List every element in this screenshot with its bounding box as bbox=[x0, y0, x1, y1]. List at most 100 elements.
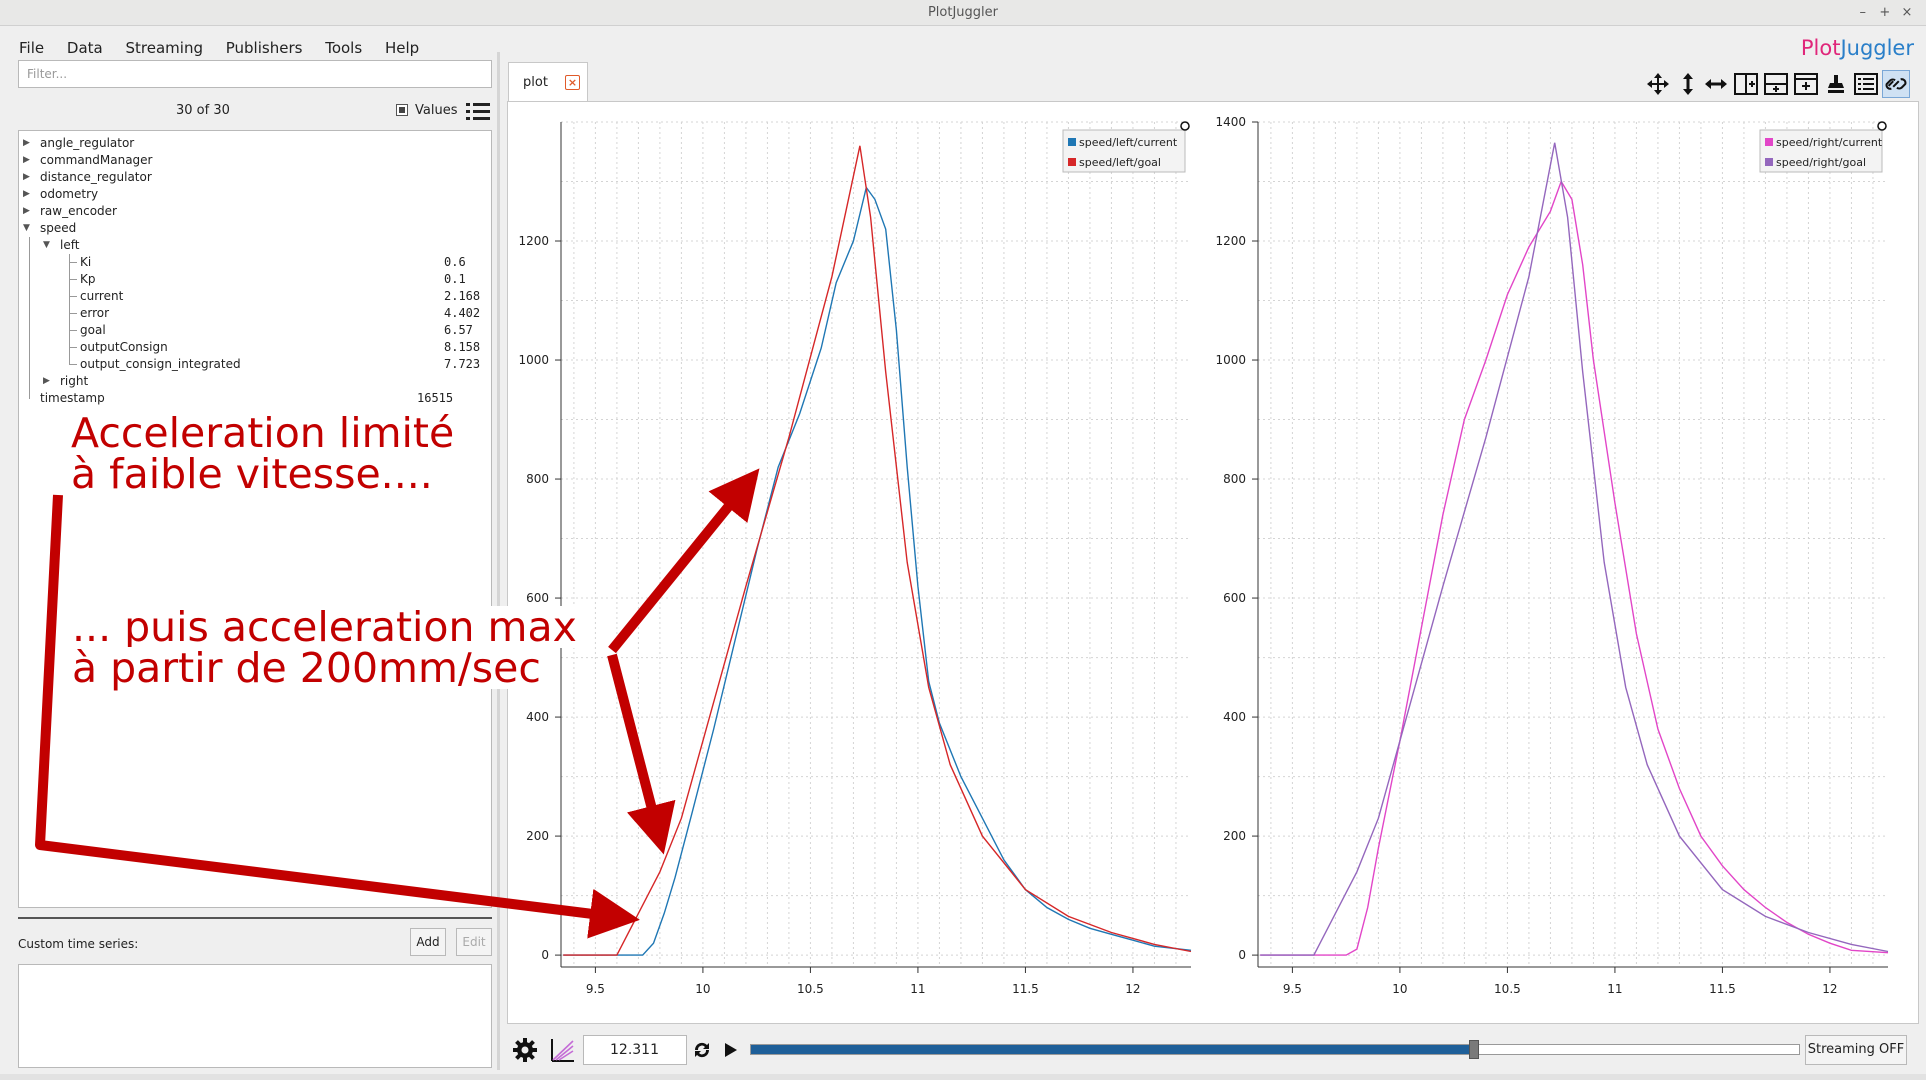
tab-plot[interactable]: plot × bbox=[508, 62, 588, 102]
tree-item-distance-regulator[interactable]: distance_regulator bbox=[40, 170, 152, 184]
tree-item-value: 4.402 bbox=[444, 306, 481, 320]
loop-icon[interactable] bbox=[690, 1038, 714, 1062]
minimize-icon[interactable]: – bbox=[1859, 5, 1866, 20]
tree-connector bbox=[69, 313, 77, 314]
legend-entry: speed/left/current bbox=[1079, 136, 1178, 149]
tree-connector bbox=[69, 347, 77, 348]
tree-item-angle-regulator[interactable]: angle_regulator bbox=[40, 136, 135, 150]
legend-box bbox=[1759, 129, 1883, 173]
y-tick-label: 400 bbox=[1223, 710, 1246, 724]
tree-expander-icon[interactable]: ▼ bbox=[43, 240, 50, 250]
tree-connector bbox=[69, 364, 77, 365]
title-bar: PlotJuggler – + × bbox=[0, 0, 1926, 26]
tree-item-left[interactable]: left bbox=[60, 238, 80, 252]
tree-expander-icon[interactable]: ▶ bbox=[23, 155, 30, 165]
custom-series-list[interactable] bbox=[18, 964, 492, 1068]
series-line-speed-right-goal bbox=[1260, 142, 1889, 956]
y-tick-label: 600 bbox=[526, 591, 549, 605]
plot-area[interactable] bbox=[507, 101, 1919, 1024]
zoom-vertical-icon[interactable] bbox=[1674, 70, 1702, 98]
x-tick-label: 10.5 bbox=[1494, 982, 1521, 996]
y-tick-label: 200 bbox=[1223, 829, 1246, 843]
annotation-text-line1: Acceleration limité bbox=[71, 409, 455, 457]
tree-expander-icon[interactable]: ▶ bbox=[23, 172, 30, 182]
filter-input[interactable]: Filter... bbox=[18, 60, 492, 88]
annotation-text-line2: à faible vitesse.... bbox=[71, 450, 433, 498]
tree-item-kp[interactable]: Kp bbox=[80, 272, 96, 286]
maximize-icon[interactable]: + bbox=[1879, 5, 1891, 20]
menu-streaming[interactable]: Streaming bbox=[125, 39, 203, 57]
close-window-icon[interactable]: × bbox=[1901, 5, 1913, 20]
menu-file[interactable]: File bbox=[19, 39, 45, 57]
streaming-button[interactable]: Streaming OFF bbox=[1805, 1035, 1907, 1065]
tree-item-right[interactable]: right bbox=[60, 374, 89, 388]
tree-item-current[interactable]: current bbox=[80, 289, 124, 303]
time-slider[interactable] bbox=[750, 1040, 1800, 1059]
series-line-speed-left-current bbox=[563, 185, 1192, 956]
values-label: Values bbox=[415, 103, 458, 118]
slider-fill bbox=[751, 1045, 1474, 1054]
legend-entry: speed/left/goal bbox=[1079, 156, 1161, 169]
edit-button[interactable]: Edit bbox=[456, 928, 492, 956]
menu-help[interactable]: Help bbox=[384, 39, 420, 57]
tree-item-output-consign-integrated[interactable]: output_consign_integrated bbox=[80, 357, 241, 371]
tree-expander-icon[interactable]: ▶ bbox=[43, 376, 50, 386]
tree-expander-icon[interactable]: ▶ bbox=[23, 206, 30, 216]
play-icon[interactable] bbox=[722, 1040, 740, 1060]
x-tick-label: 10 bbox=[1392, 982, 1407, 996]
zoom-horizontal-icon[interactable] bbox=[1702, 70, 1730, 98]
chart-2: 9.5 10 10.5 11 11.5 12 0 200 400 600 800 1000 1200 14… bbox=[1215, 115, 1889, 996]
tree-connector bbox=[69, 254, 70, 365]
series-tree[interactable]: ▶ angle_regulator ▶ commandManager ▶ distance… bbox=[18, 130, 492, 908]
slider-handle[interactable] bbox=[1469, 1040, 1479, 1059]
x-tick-label: 10.5 bbox=[797, 982, 824, 996]
time-input[interactable]: 12.311 bbox=[583, 1035, 687, 1065]
tree-item-value: 2.168 bbox=[444, 289, 481, 303]
list-view-icon[interactable] bbox=[465, 101, 491, 123]
tree-item-error[interactable]: error bbox=[80, 306, 110, 320]
panel-splitter[interactable] bbox=[497, 52, 500, 1070]
legend-entry: speed/right/goal bbox=[1776, 156, 1866, 169]
resize-handle-icon bbox=[1180, 121, 1190, 131]
menu-publishers[interactable]: Publishers bbox=[225, 39, 303, 57]
menu-data[interactable]: Data bbox=[66, 39, 103, 57]
tree-item-odometry[interactable]: odometry bbox=[40, 187, 99, 201]
x-tick-label: 11.5 bbox=[1709, 982, 1736, 996]
legend-icon[interactable] bbox=[1852, 70, 1880, 98]
tree-expander-icon[interactable]: ▶ bbox=[23, 138, 30, 148]
settings-icon[interactable] bbox=[510, 1036, 540, 1064]
status-strip bbox=[0, 1074, 1926, 1080]
tree-item-commandmanager[interactable]: commandManager bbox=[40, 153, 153, 167]
tree-item-goal[interactable]: goal bbox=[80, 323, 106, 337]
close-icon[interactable]: × bbox=[565, 75, 580, 90]
menu-tools[interactable]: Tools bbox=[325, 39, 363, 57]
tree-expander-icon[interactable]: ▼ bbox=[23, 223, 30, 233]
resize-handle-icon bbox=[1877, 121, 1887, 131]
arrow-to-200-threshold bbox=[607, 653, 676, 855]
tree-item-outputconsign[interactable]: outputConsign bbox=[80, 340, 168, 354]
tree-item-timestamp[interactable]: timestamp bbox=[40, 391, 105, 405]
tree-item-ki[interactable]: Ki bbox=[80, 255, 92, 269]
values-checkbox[interactable] bbox=[396, 104, 408, 116]
split-vertical-icon[interactable] bbox=[1762, 70, 1790, 98]
move-icon[interactable] bbox=[1644, 70, 1672, 98]
split-horizontal-icon[interactable] bbox=[1732, 70, 1760, 98]
custom-series-label: Custom time series: bbox=[18, 937, 139, 951]
tree-item-value: 0.6 bbox=[444, 255, 466, 269]
tree-item-raw-encoder[interactable]: raw_encoder bbox=[40, 204, 117, 218]
x-tick-label: 9.5 bbox=[1283, 982, 1302, 996]
legend-swatch bbox=[1068, 138, 1076, 146]
add-button[interactable]: Add bbox=[410, 928, 446, 956]
time-offset-icon[interactable] bbox=[548, 1036, 576, 1064]
brand-logo: PlotJuggler bbox=[1800, 36, 1914, 60]
tree-expander-icon[interactable]: ▶ bbox=[23, 189, 30, 199]
clear-icon[interactable] bbox=[1822, 70, 1850, 98]
add-plot-icon[interactable] bbox=[1792, 70, 1820, 98]
y-tick-label: 0 bbox=[1238, 948, 1246, 962]
arrow-to-low-speed bbox=[35, 494, 640, 939]
tree-item-speed[interactable]: speed bbox=[40, 221, 77, 235]
link-icon[interactable] bbox=[1882, 70, 1910, 98]
